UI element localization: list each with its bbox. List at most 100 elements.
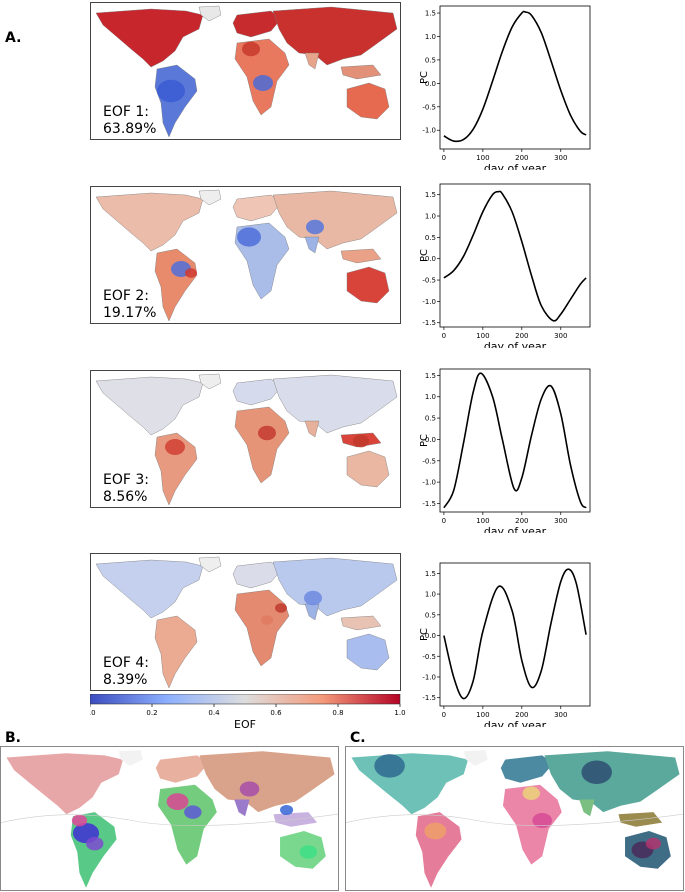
- y-tick-label: 0.0: [425, 632, 436, 640]
- continents: [95, 556, 398, 689]
- continent-af: [502, 784, 562, 865]
- y-tick-label: 1.5: [425, 191, 436, 199]
- panel-label-b: B.: [5, 730, 21, 746]
- y-tick-label: 0.0: [425, 80, 436, 88]
- colorbar-tick-label: 1.0: [394, 709, 405, 717]
- x-axis-label: day of year: [484, 719, 547, 727]
- x-axis-label: day of year: [484, 162, 547, 170]
- color-blend-area: [645, 837, 662, 850]
- eof-hotspot: [353, 434, 369, 448]
- colorbar-tick-label: 0.4: [208, 709, 220, 717]
- y-tick-label: 0.5: [425, 611, 436, 619]
- continent-sa: [154, 248, 198, 322]
- y-tick-label: -1.0: [422, 479, 436, 487]
- continent-na: [95, 8, 204, 68]
- y-tick-label: 0.0: [425, 255, 436, 263]
- pc-series-line: [443, 568, 587, 700]
- continent-na: [95, 192, 204, 252]
- y-tick-label: -1.5: [422, 500, 436, 508]
- panel-label-c: C.: [350, 730, 366, 746]
- continent-green: [198, 373, 222, 390]
- x-tick-label: 200: [515, 332, 528, 340]
- continents: [95, 5, 398, 138]
- continent-af: [234, 589, 290, 667]
- continent-ind: [304, 236, 320, 254]
- continent-as: [272, 6, 398, 66]
- y-tick-label: 1.5: [425, 570, 436, 578]
- continent-sa: [154, 615, 198, 689]
- y-tick-label: 0.5: [425, 234, 436, 242]
- continent-as: [272, 374, 398, 434]
- colorbar-tick-label: 0.8: [332, 709, 343, 717]
- plot-frame: [439, 562, 591, 707]
- eof-hotspot: [253, 75, 273, 91]
- continent-au: [346, 82, 390, 120]
- color-blend-area: [71, 814, 88, 827]
- pc-series-line: [443, 190, 587, 322]
- y-tick-label: 1.0: [425, 393, 436, 401]
- y-tick-label: -1.0: [422, 127, 436, 135]
- y-tick-label: 0.0: [425, 436, 436, 444]
- continent-sea: [340, 615, 382, 631]
- continent-ind: [304, 52, 320, 70]
- color-blend-area: [374, 754, 405, 778]
- color-blend-area: [166, 793, 189, 810]
- color-blend-area: [239, 781, 260, 797]
- continent-eu: [232, 378, 282, 406]
- continent-sea: [340, 64, 382, 80]
- pc-series-line: [443, 10, 587, 143]
- y-axis-label: PC: [419, 249, 430, 262]
- y-tick-label: -1.0: [422, 673, 436, 681]
- x-tick-label: 0: [442, 154, 446, 162]
- continent-as: [199, 751, 335, 813]
- x-tick-label: 100: [476, 154, 489, 162]
- x-tick-label: 100: [476, 711, 489, 719]
- color-blend-area: [184, 805, 202, 819]
- rgb-map-b: [0, 746, 339, 891]
- continent-eu: [155, 755, 209, 783]
- x-tick-label: 300: [554, 154, 567, 162]
- x-tick-label: 200: [515, 517, 528, 525]
- eof-label-4: EOF 4: 8.39%: [101, 655, 151, 689]
- y-tick-label: 1.0: [425, 591, 436, 599]
- x-tick-label: 200: [515, 154, 528, 162]
- x-tick-label: 0: [442, 517, 446, 525]
- y-tick-label: -1.5: [422, 694, 436, 702]
- continent-green: [198, 5, 222, 22]
- y-tick-label: -1.0: [422, 298, 436, 306]
- continent-au: [346, 450, 390, 488]
- x-tick-label: 300: [554, 517, 567, 525]
- eof-hotspot: [242, 41, 260, 57]
- plot-frame: [439, 5, 591, 150]
- continent-au: [346, 633, 390, 671]
- x-tick-label: 300: [554, 711, 567, 719]
- y-tick-label: 1.5: [425, 10, 436, 18]
- continent-eu: [232, 10, 282, 38]
- colorbar-tick-label: 0.6: [270, 709, 282, 717]
- rgb-map-c: [345, 746, 684, 891]
- color-blend-area: [581, 760, 612, 784]
- y-tick-label: 1.5: [425, 372, 436, 380]
- eof-map-1: [90, 2, 401, 140]
- plot-frame: [439, 183, 591, 328]
- color-blend-area: [280, 804, 294, 816]
- color-blend-area: [522, 786, 541, 800]
- continent-ind: [579, 799, 595, 817]
- y-tick-label: -0.5: [422, 653, 436, 661]
- x-tick-label: 100: [476, 332, 489, 340]
- y-axis-label: PC: [419, 434, 430, 447]
- pc-series-line: [443, 372, 587, 509]
- x-tick-label: 0: [442, 711, 446, 719]
- continent-na: [95, 376, 204, 436]
- eof-label-2: EOF 2: 19.17%: [101, 288, 159, 322]
- y-tick-label: 1.0: [425, 33, 436, 41]
- pc-chart-3: 0 100 200 300 -1.5 -1.0 -0.5 0.0 0.5 1.0 1.5 day of…: [419, 368, 591, 533]
- continent-ind: [304, 603, 320, 621]
- pc-chart-1: 0 100 200 300 -1.0 -0.5 0.0 0.5 1.0 1.5 day of yea…: [419, 5, 591, 170]
- eof-hotspot: [261, 615, 273, 625]
- colorbar-tick-label: 0.2: [146, 709, 157, 717]
- colorbar-label: EOF: [234, 718, 256, 731]
- continent-ind: [304, 420, 320, 438]
- continent-eu: [232, 194, 282, 222]
- continent-green: [118, 750, 143, 766]
